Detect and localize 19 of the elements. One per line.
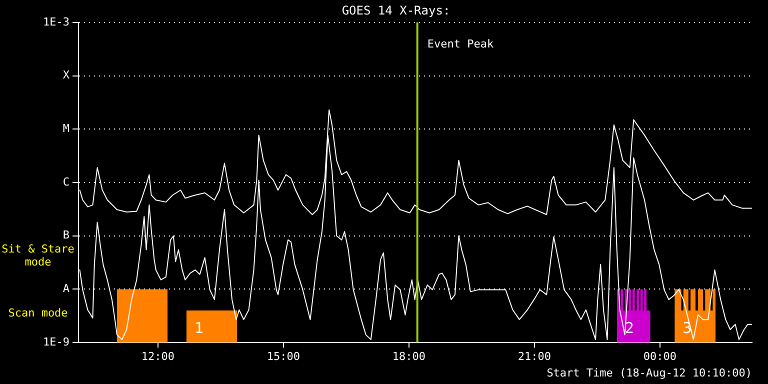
y-tick-label: 1E-3 xyxy=(42,15,70,28)
chart-title: GOES 14 X-Rays: xyxy=(342,3,450,18)
x-tick-label: 18:00 xyxy=(392,350,426,364)
x-axis-title: Start Time (18-Aug-12 10:10:00) xyxy=(546,366,752,380)
x-tick-label: 21:00 xyxy=(518,350,552,364)
x-tick-label: 15:00 xyxy=(266,350,300,364)
y-tick-label: 1E-9 xyxy=(42,335,70,348)
series-label: 2 xyxy=(624,318,634,337)
ref-line-label: Event Peak xyxy=(427,37,494,50)
x-tick-label: 00:00 xyxy=(643,350,677,364)
y-tick-label: A xyxy=(62,282,70,296)
x-tick-label: 12:00 xyxy=(141,350,175,364)
y-tick-label: X xyxy=(62,68,70,82)
y-tick-label: B xyxy=(62,228,70,242)
text: Scan mode xyxy=(8,306,68,320)
text: Sit & Stare mode xyxy=(2,242,74,269)
y-tick-label: M xyxy=(62,122,70,135)
series-label: 1 xyxy=(194,318,204,337)
y-tick-label: C xyxy=(62,175,70,188)
